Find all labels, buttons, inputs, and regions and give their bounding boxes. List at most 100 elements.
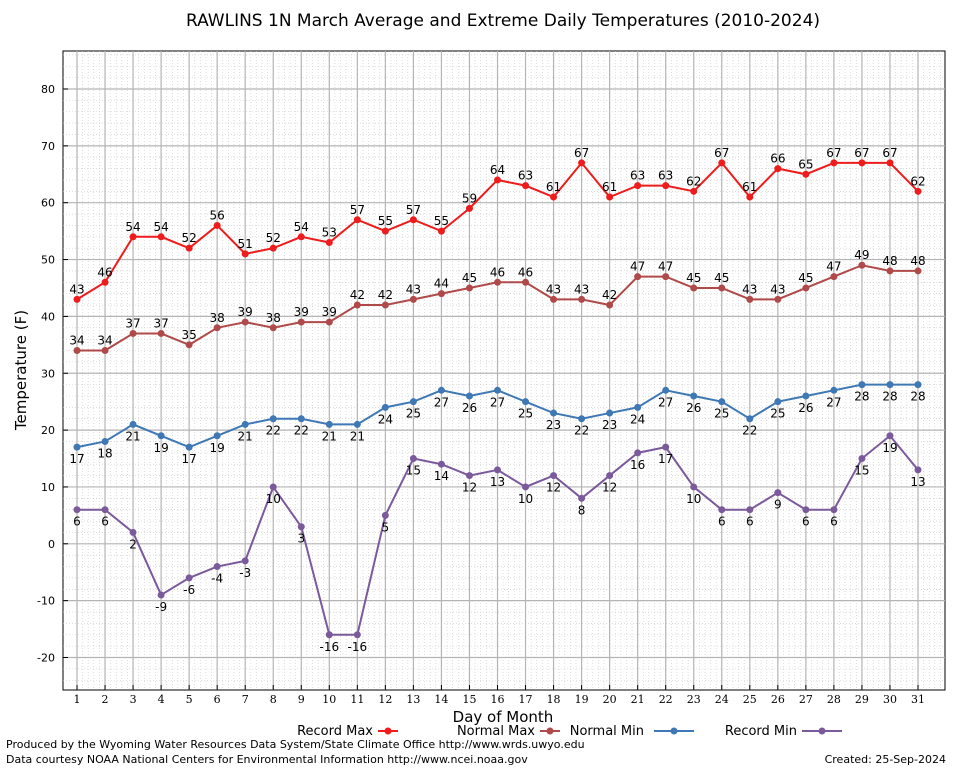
data-point-normal-min (101, 437, 109, 445)
data-label-normal-min: 21 (125, 429, 140, 443)
legend-label-normal-max: Normal Max (457, 724, 535, 739)
data-point-record-min (353, 631, 361, 639)
data-point-record-max (550, 193, 558, 201)
x-tick-label: 27 (799, 693, 813, 706)
data-point-normal-min (325, 420, 333, 428)
data-label-normal-max: 43 (574, 282, 589, 296)
data-point-record-max (578, 159, 586, 167)
data-point-record-min (662, 443, 670, 451)
legend-label-record-min: Record Min (725, 724, 797, 739)
x-tick-label: 25 (743, 693, 757, 706)
data-label-normal-max: 44 (434, 277, 449, 291)
data-point-normal-min (269, 415, 277, 423)
data-point-normal-max (858, 261, 866, 269)
data-label-normal-max: 45 (686, 271, 701, 285)
footer-data-source: Data courtesy NOAA National Centers for … (6, 753, 528, 766)
data-label-record-min: -9 (155, 600, 167, 614)
data-point-normal-min (886, 381, 894, 389)
data-label-record-min: 6 (101, 515, 109, 529)
data-label-normal-max: 43 (742, 282, 757, 296)
data-label-record-min: 15 (406, 464, 421, 478)
plot-area (62, 50, 946, 691)
x-tick-label: 2 (102, 693, 109, 706)
x-tick-label: 8 (270, 693, 277, 706)
legend-marker-record-min (818, 727, 826, 735)
data-point-record-min (578, 494, 586, 502)
data-point-record-min (606, 472, 614, 480)
data-point-record-min (297, 523, 305, 531)
data-label-record-max: 57 (406, 203, 421, 217)
x-tick-label: 4 (158, 693, 165, 706)
data-point-record-max (437, 227, 445, 235)
data-point-record-min (101, 506, 109, 514)
data-label-normal-min: 28 (882, 390, 897, 404)
data-point-normal-max (886, 267, 894, 275)
data-point-record-min (269, 483, 277, 491)
data-point-normal-max (914, 267, 922, 275)
data-point-record-min (73, 506, 81, 514)
data-point-normal-min (690, 392, 698, 400)
data-point-record-min (914, 466, 922, 474)
data-point-record-max (662, 182, 670, 190)
x-tick-label: 21 (631, 693, 645, 706)
data-point-normal-max (185, 341, 193, 349)
data-point-record-max (606, 193, 614, 201)
data-label-record-min: 5 (382, 520, 390, 534)
data-label-record-max: 62 (686, 174, 701, 188)
data-point-normal-min (73, 443, 81, 451)
data-label-record-min: -6 (183, 583, 195, 597)
data-label-record-min: -3 (239, 566, 251, 580)
data-label-record-min: 19 (882, 441, 897, 455)
data-label-record-max: 65 (798, 157, 813, 171)
data-point-normal-min (297, 415, 305, 423)
data-point-normal-max (830, 273, 838, 281)
y-tick-label: 0 (48, 538, 55, 551)
data-label-record-max: 57 (350, 203, 365, 217)
data-label-record-min: -4 (211, 572, 223, 586)
data-label-record-max: 59 (462, 191, 477, 205)
data-point-normal-min (494, 386, 501, 394)
y-tick-label: 40 (41, 310, 55, 323)
data-label-record-min: 6 (73, 515, 81, 529)
data-point-record-min (858, 455, 866, 463)
data-point-record-min (522, 483, 530, 491)
data-point-normal-min (746, 415, 754, 423)
data-label-normal-min: 25 (406, 407, 421, 421)
legend-marker-normal-min (670, 727, 678, 735)
data-label-normal-max: 43 (546, 282, 561, 296)
data-label-record-max: 62 (910, 174, 925, 188)
data-point-normal-min (522, 398, 530, 406)
data-label-normal-max: 47 (826, 260, 841, 274)
data-label-normal-max: 43 (406, 282, 421, 296)
legend-marker-normal-max (546, 727, 554, 735)
data-label-record-min: 8 (578, 503, 586, 517)
x-tick-label: 6 (214, 693, 221, 706)
legend-label-record-max: Record Max (297, 724, 373, 739)
data-label-normal-max: 34 (69, 334, 84, 348)
series-record-max (73, 159, 922, 303)
data-label-record-max: 56 (210, 208, 225, 222)
data-label-normal-max: 39 (294, 305, 309, 319)
data-label-normal-max: 49 (854, 248, 869, 262)
data-label-record-max: 52 (181, 231, 196, 245)
data-label-normal-min: 27 (826, 395, 841, 409)
data-label-record-min: -16 (348, 640, 368, 654)
data-label-record-min: 3 (297, 532, 305, 546)
series-normal-max (73, 261, 922, 355)
data-label-record-min: 6 (830, 515, 838, 529)
data-label-normal-min: 25 (770, 407, 785, 421)
data-label-normal-max: 39 (322, 305, 337, 319)
data-point-normal-max (634, 273, 642, 281)
data-label-normal-max: 46 (518, 265, 533, 279)
data-point-record-min (381, 511, 389, 519)
data-point-normal-max (802, 284, 810, 292)
data-point-normal-min (353, 420, 361, 428)
data-point-record-min (886, 432, 894, 440)
data-label-record-max: 61 (742, 180, 757, 194)
data-label-normal-min: 26 (686, 401, 701, 415)
data-label-record-min: 9 (774, 498, 782, 512)
data-point-normal-max (494, 278, 501, 286)
data-point-record-min (690, 483, 698, 491)
data-point-normal-min (830, 386, 838, 394)
data-label-record-max: 67 (714, 146, 729, 160)
